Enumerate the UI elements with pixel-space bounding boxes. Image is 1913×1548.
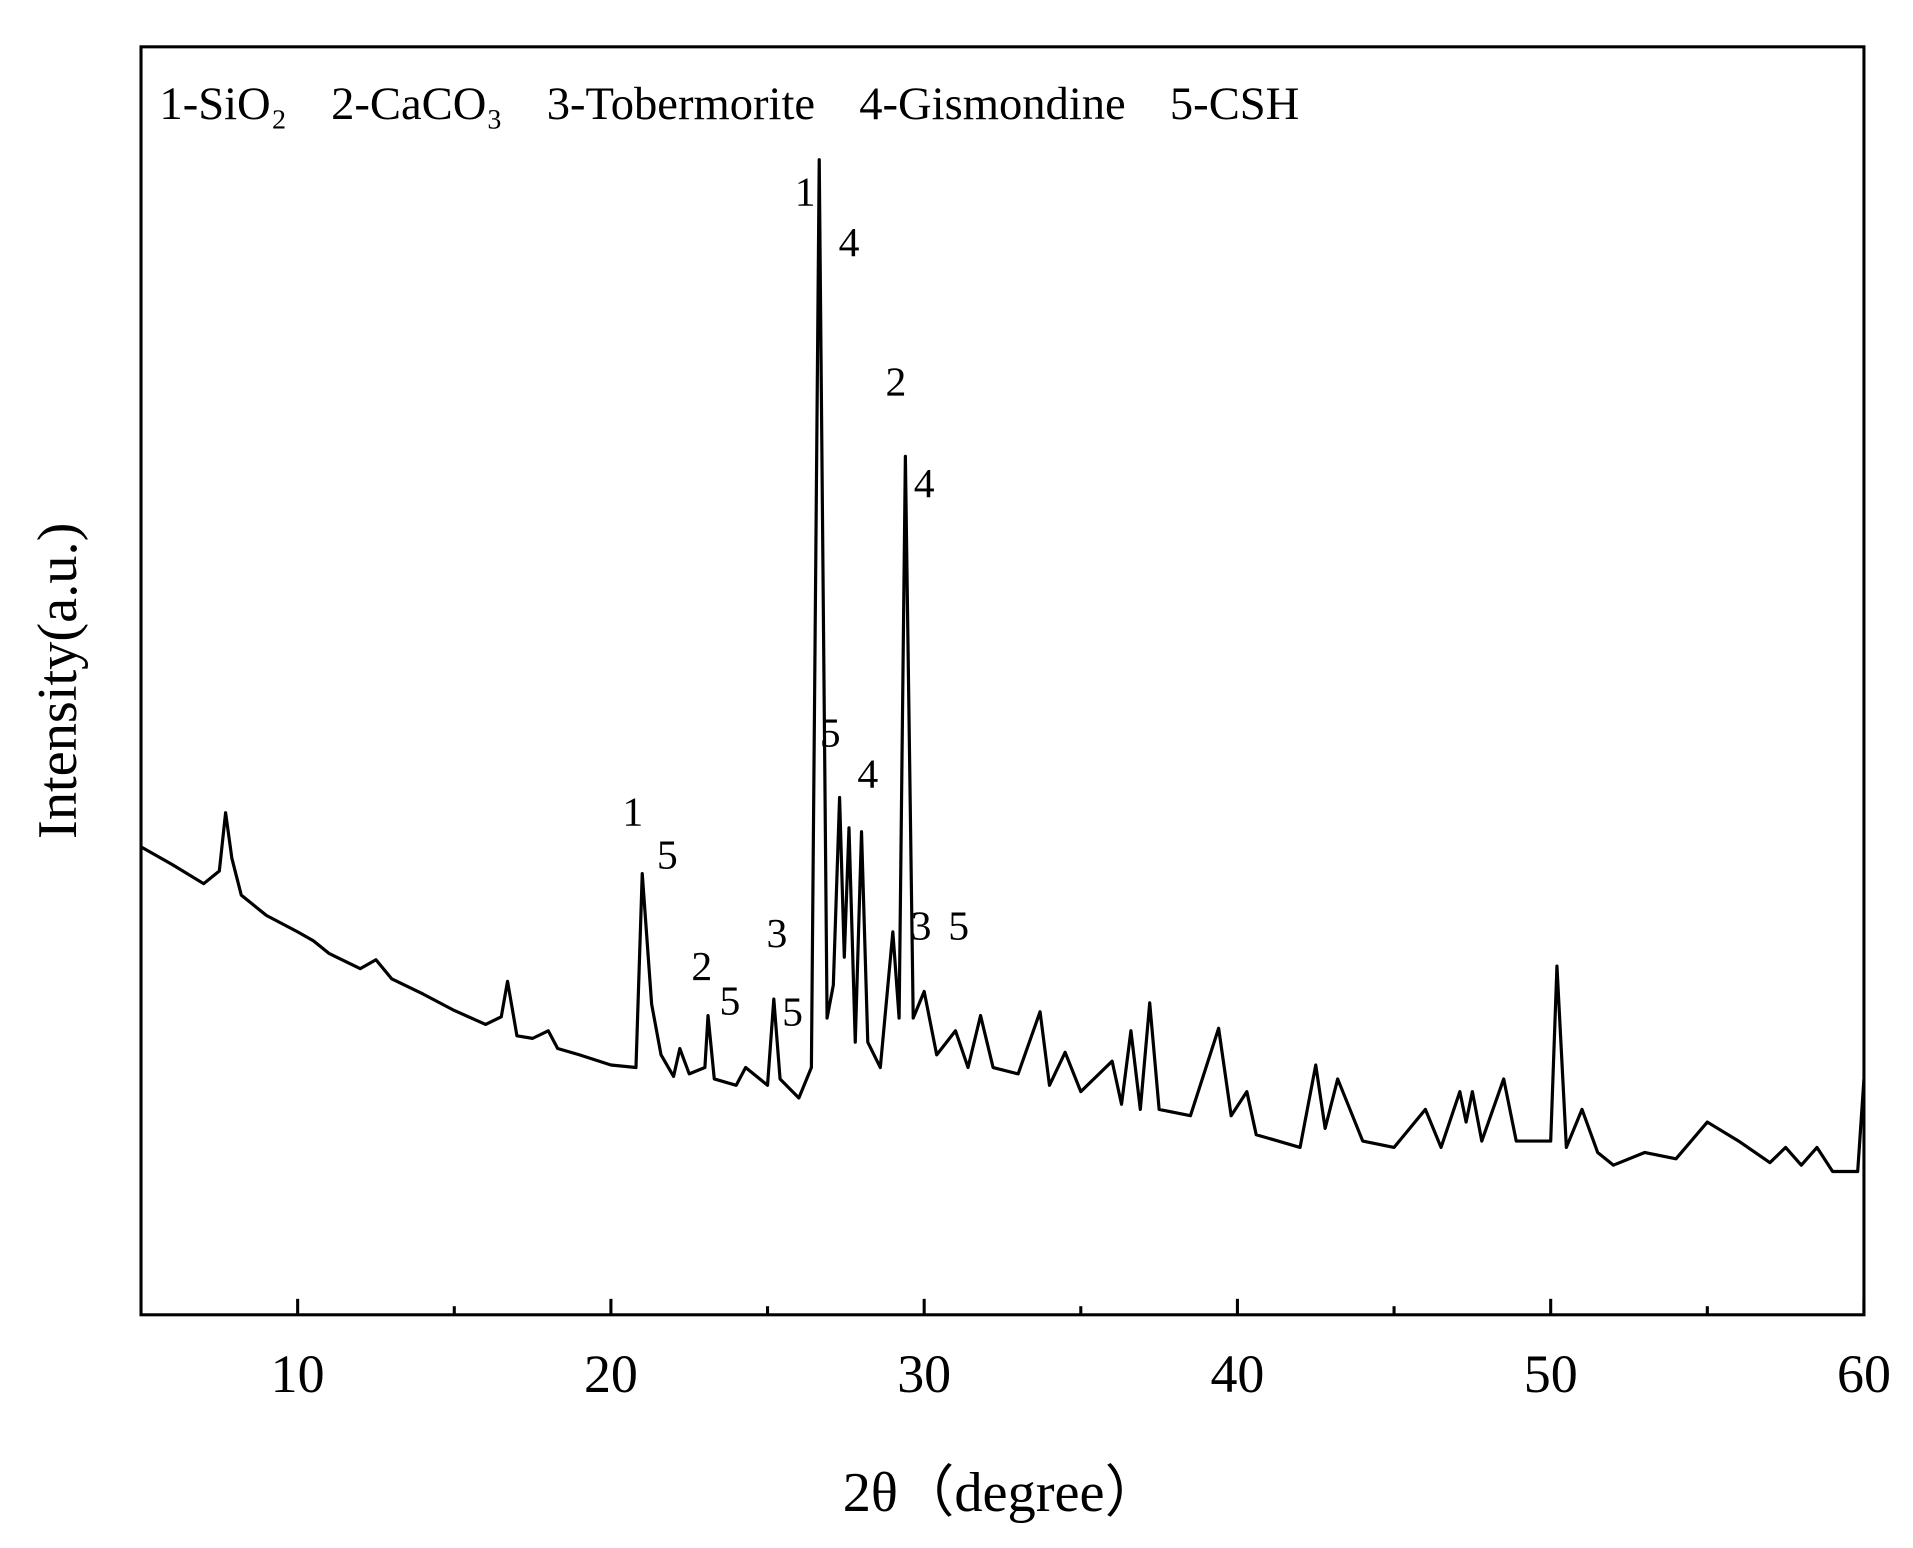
y-axis-label: Intensity(a.u.) [27,523,89,839]
peak-label: 4 [839,220,860,266]
legend-entry: 3-Tobermorite [547,78,815,130]
plot-frame [139,45,1866,1317]
peak-label: 5 [720,978,741,1024]
peak-label: 5 [820,711,841,757]
peak-label: 4 [857,751,878,797]
peak-label: 2 [691,944,712,990]
x-tick-label: 40 [1210,1344,1264,1404]
peak-label: 4 [914,461,935,507]
x-axis-label: 2θ（degree） [843,1462,1161,1524]
legend-entry: 5-CSH [1170,78,1299,130]
peak-label: 5 [657,832,678,878]
peak-label: 5 [948,903,969,949]
legend-entry: 1-SiO₂ [159,78,287,130]
x-tick-label: 10 [271,1344,325,1404]
legend-entry: 2-CaCO₃ [331,78,502,130]
peak-label: 2 [886,360,907,406]
x-tick-label: 30 [897,1344,951,1404]
x-tick-label: 50 [1524,1344,1578,1404]
x-tick-label: 20 [584,1344,638,1404]
peak-label: 5 [782,990,803,1036]
peak-label: 1 [795,169,816,215]
phase-legend: 1-SiO₂ 2-CaCO₃ 3-Tobermorite 4-Gismondine 5-… [159,78,1299,130]
legend-entry: 4-Gismondine [859,78,1126,130]
peak-label: 3 [767,911,788,957]
x-tick-label: 60 [1837,1344,1891,1404]
xrd-pattern [140,158,1866,1174]
peak-label: 1 [622,789,643,835]
peak-label: 3 [911,903,932,949]
